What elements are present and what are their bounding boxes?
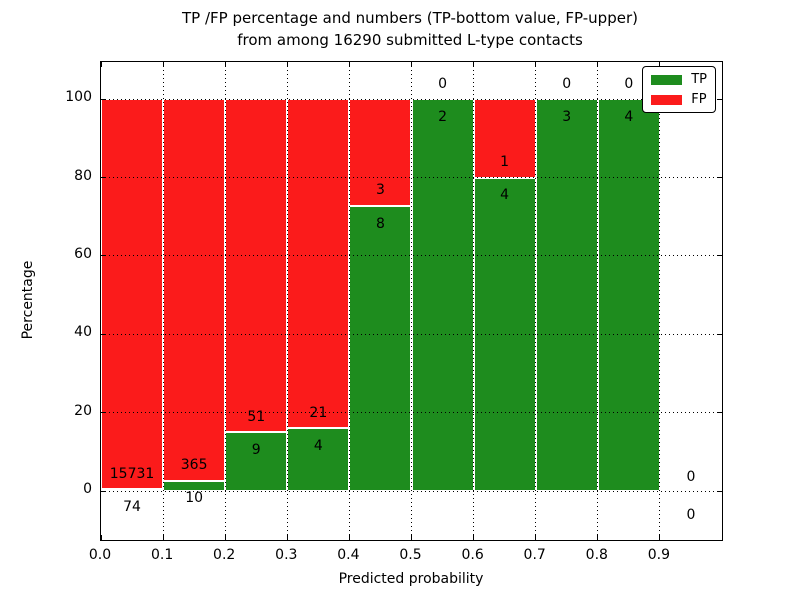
legend-entry-fp: FP <box>651 93 707 106</box>
fp-value-label: 51 <box>247 408 266 425</box>
fp-value-label: 15731 <box>109 465 155 482</box>
y-tick-label: 0 <box>83 481 92 498</box>
fp-legend-label: FP <box>691 92 707 107</box>
chart-title-line1: TP /FP percentage and numbers (TP-bottom… <box>182 9 638 27</box>
tp-value-label: 3 <box>562 108 572 125</box>
x-tick-label: 0.8 <box>585 547 608 563</box>
x-tick-label: 0.1 <box>150 547 174 563</box>
tp-value-label: 0 <box>686 506 696 523</box>
fp-value-label: 365 <box>180 456 208 473</box>
x-tick-label: 0.6 <box>461 547 484 563</box>
fp-value-label: 3 <box>375 182 385 199</box>
value-labels-layer: 15731 74 365 10 51 9 21 4 3 8 0 2 1 4 0 3 0 4 0 0 <box>101 62 722 540</box>
fp-value-label: 0 <box>562 75 572 92</box>
fp-bar-segment <box>349 99 412 207</box>
fp-legend-swatch <box>651 94 683 105</box>
fp-bar-segment <box>287 99 350 429</box>
fp-value-label: 21 <box>309 404 328 421</box>
tp-value-label: 9 <box>251 441 261 458</box>
tp-value-label: 4 <box>313 437 323 454</box>
tp-value-label: 2 <box>438 108 448 125</box>
y-tick-label: 40 <box>74 324 92 341</box>
x-tick-label: 0.0 <box>88 547 112 563</box>
x-tick-label: 0.7 <box>523 547 546 563</box>
x-tick-label: 0.2 <box>213 547 236 563</box>
fp-bar-segment <box>163 99 226 481</box>
y-tick-label: 80 <box>74 167 92 184</box>
tp-value-label: 74 <box>123 498 141 515</box>
tp-bar-segment <box>411 99 474 492</box>
x-tick-label: 0.3 <box>275 547 298 563</box>
fp-value-label: 0 <box>686 469 696 486</box>
y-tick-label: 60 <box>74 245 92 262</box>
x-tick <box>100 62 102 67</box>
y-tick-label: 20 <box>74 402 92 419</box>
tp-bar-segment <box>597 99 660 492</box>
fp-bar-segment <box>225 99 288 433</box>
x-tick-label: 0.9 <box>647 547 671 563</box>
tp-bar-segment <box>535 99 598 492</box>
tp-value-label: 8 <box>375 215 385 232</box>
tp-bar-segment <box>163 480 226 492</box>
tp-value-label: 4 <box>500 187 510 204</box>
tp-bar-segment <box>225 432 288 492</box>
x-tick-label: 0.5 <box>399 547 422 563</box>
y-axis-label: Percentage <box>20 260 36 340</box>
legend: TP FP <box>642 66 716 113</box>
y-tick-label: 100 <box>65 89 92 106</box>
tp-bar-segment <box>349 206 412 492</box>
fp-value-label: 1 <box>500 153 510 170</box>
tp-value-label: 4 <box>624 108 634 125</box>
tp-legend-swatch <box>651 74 683 85</box>
chart-title: TP /FP percentage and numbers (TP-bottom… <box>182 7 638 51</box>
fp-bar-segment <box>101 99 164 490</box>
chart-title-line2: from among 16290 submitted L-type contac… <box>237 31 583 49</box>
tp-legend-label: TP <box>691 72 707 87</box>
fp-value-label: 0 <box>438 75 448 92</box>
plot-area: 15731 74 365 10 51 9 21 4 3 8 0 2 1 4 0 3 0 4 0 0 TP FP <box>100 61 723 541</box>
x-tick <box>100 535 102 540</box>
fp-value-label: 0 <box>624 75 634 92</box>
x-tick-label: 0.4 <box>337 547 360 563</box>
x-axis-label: Predicted probability <box>338 571 484 587</box>
fp-bar-segment <box>473 99 536 178</box>
tp-value-label: 10 <box>185 490 204 507</box>
legend-entry-tp: TP <box>651 73 707 86</box>
